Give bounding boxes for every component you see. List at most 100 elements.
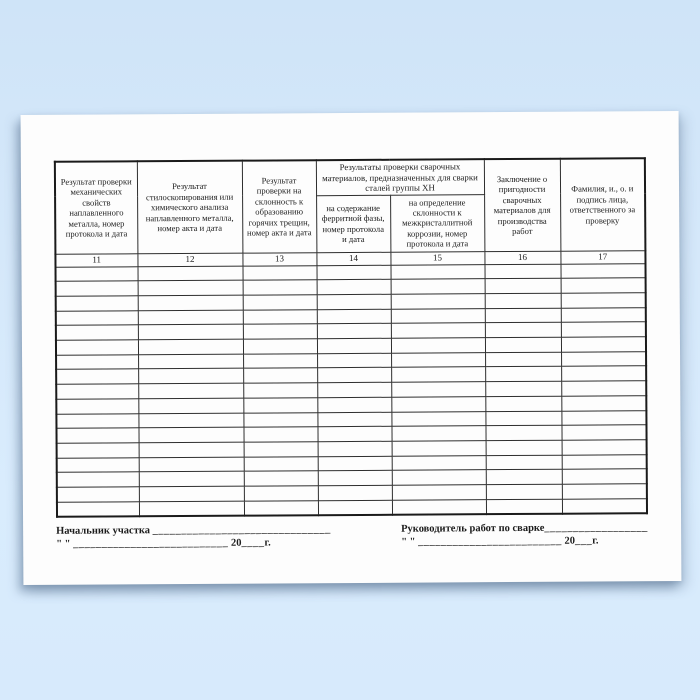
empty-cell: [485, 410, 562, 426]
empty-cell: [391, 352, 486, 368]
year-suffix: г.: [264, 537, 271, 549]
empty-cell: [560, 278, 646, 294]
empty-cell: [138, 397, 244, 414]
page-content: Результат проверки механических свойств …: [21, 111, 682, 565]
year-blank: ___: [574, 535, 593, 547]
empty-cell: [317, 470, 392, 486]
empty-cell: [56, 428, 139, 444]
empty-cell: [391, 396, 486, 412]
empty-cell: [485, 498, 563, 515]
empty-cell: [316, 279, 391, 295]
empty-cell: [391, 411, 486, 427]
empty-cell: [138, 486, 244, 502]
empty-cell: [56, 354, 139, 370]
empty-cell: [560, 322, 646, 338]
table-row: [56, 498, 648, 518]
header-cell-15: на определение склонности к межкристалли…: [390, 194, 485, 252]
empty-cell: [391, 440, 486, 456]
empty-cell: [484, 278, 561, 294]
year-prefix: 20: [564, 535, 576, 548]
header-cell-16: Заключение о пригодности сварочных матер…: [483, 158, 561, 252]
empty-cell: [242, 294, 317, 310]
empty-cell: [56, 398, 139, 414]
header-cell-12: Результат стилоскопирования или химическ…: [136, 160, 243, 254]
empty-cell: [317, 367, 392, 383]
empty-cell: [561, 468, 647, 485]
welding-supervisor-signature-blank: __________________: [544, 522, 648, 535]
empty-cell: [138, 383, 244, 399]
empty-cell: [390, 293, 485, 309]
month-blank: ___________________________: [73, 538, 229, 551]
empty-cell: [243, 470, 318, 487]
empty-cell: [561, 439, 647, 455]
empty-cell: [56, 369, 139, 385]
empty-cell: [560, 307, 646, 323]
empty-cell: [138, 471, 244, 487]
empty-cell: [561, 351, 647, 367]
empty-cell: [242, 280, 317, 296]
empty-cell: [138, 368, 244, 384]
group-header-cell-14-15: Результаты проверки сварочных материалов…: [315, 159, 485, 196]
empty-cell: [242, 324, 317, 340]
empty-cell: [243, 485, 318, 501]
column-number-17: 17: [560, 250, 646, 264]
empty-cell: [560, 292, 646, 308]
empty-cell: [316, 294, 391, 310]
column-number-15: 15: [390, 251, 485, 265]
empty-cell: [56, 472, 139, 488]
empty-cell: [138, 456, 244, 473]
year-suffix: г.: [592, 535, 599, 547]
empty-cell: [485, 469, 562, 485]
empty-cell: [484, 293, 561, 309]
signature-line-1: Начальник участка ______________________…: [56, 523, 331, 538]
empty-cell: [138, 427, 244, 443]
empty-cell: [316, 338, 392, 354]
empty-cell: [317, 397, 392, 413]
empty-cell: [56, 486, 139, 502]
signature-block-welding-supervisor: Руководитель работ по сварке____________…: [401, 522, 648, 550]
empty-cell: [391, 425, 486, 442]
empty-cell: [243, 368, 318, 384]
empty-cell: [242, 338, 318, 354]
empty-cell: [243, 382, 318, 398]
empty-cell: [138, 412, 244, 429]
empty-cell: [484, 322, 561, 338]
year-blank: ____: [241, 537, 265, 550]
empty-cell: [55, 281, 138, 297]
signature-date-line: " " ___________________________ 20____г.: [56, 536, 331, 551]
empty-cell: [484, 263, 561, 280]
empty-cell: [390, 264, 485, 280]
welding-supervisor-label: Руководитель работ по сварке: [401, 523, 545, 536]
empty-cell: [137, 295, 243, 311]
empty-cell: [390, 308, 485, 324]
empty-cell: [56, 413, 139, 429]
year-prefix: 20: [230, 538, 242, 550]
empty-cell: [243, 397, 318, 413]
empty-cell: [137, 280, 243, 296]
empty-cell: [485, 381, 562, 397]
scanned-form-page: Результат проверки механических свойств …: [20, 110, 682, 586]
welding-materials-check-table: Результат проверки механических свойств …: [53, 157, 649, 519]
header-row-1: Результат проверки механических свойств …: [54, 158, 646, 254]
empty-cell: [317, 485, 392, 501]
empty-cell: [138, 442, 244, 458]
empty-cell: [485, 425, 562, 441]
empty-cell: [485, 396, 562, 412]
empty-cell: [317, 455, 392, 471]
signature-line-1: Руководитель работ по сварке____________…: [401, 522, 648, 537]
empty-cell: [243, 456, 318, 472]
empty-cell: [561, 424, 647, 441]
empty-cell: [316, 264, 391, 281]
column-number-14: 14: [316, 251, 391, 266]
empty-cell: [390, 337, 486, 354]
empty-cell: [484, 307, 561, 324]
header-cell-14: на содержание ферритной фазы, номер прот…: [316, 194, 391, 253]
empty-cell: [391, 455, 486, 471]
empty-cell: [56, 442, 139, 458]
empty-cell: [391, 367, 486, 383]
empty-cell: [561, 498, 648, 515]
empty-cell: [55, 339, 139, 356]
empty-cell: [390, 279, 485, 295]
day-quotes: " ": [401, 536, 416, 549]
section-chief-signature-blank: _______________________________: [152, 524, 331, 537]
